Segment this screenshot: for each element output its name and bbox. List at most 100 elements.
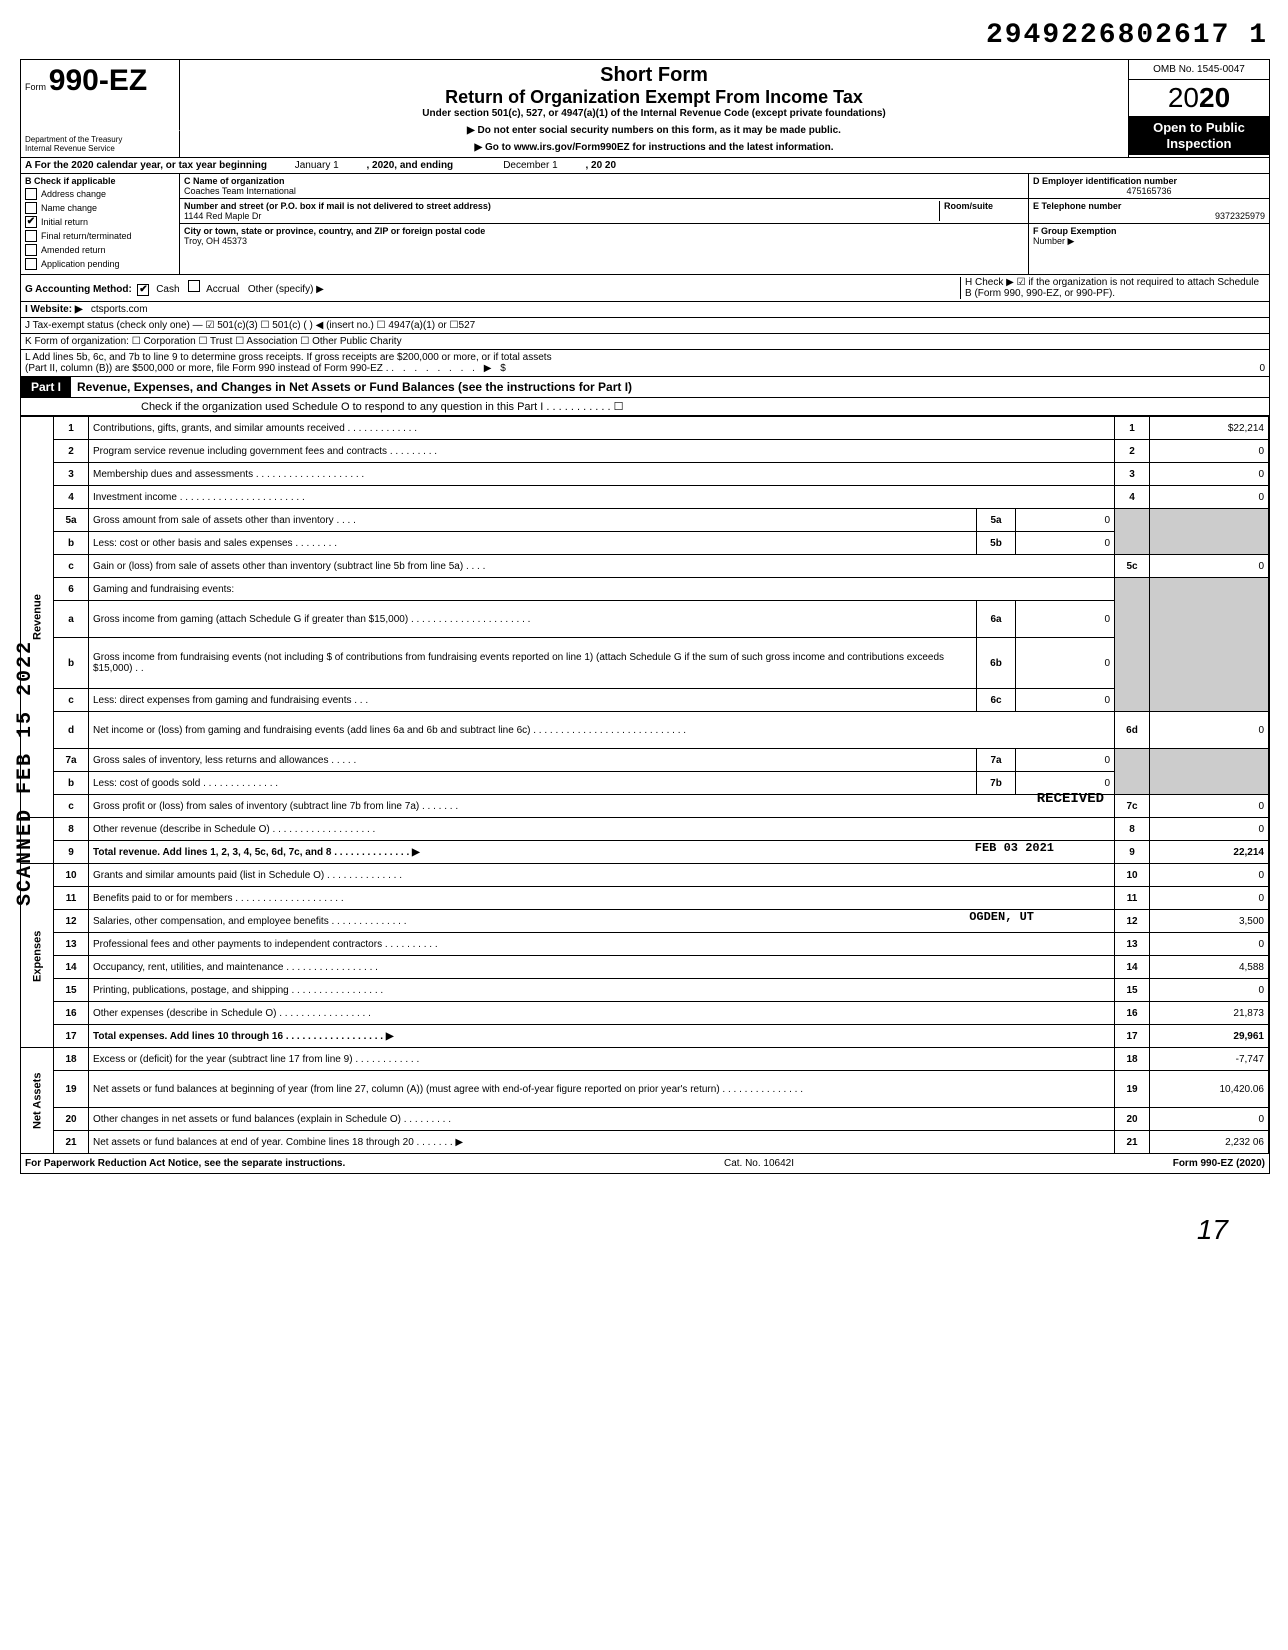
row-20: 20 Other changes in net assets or fund b… — [21, 1108, 1269, 1131]
ln: 5a — [54, 509, 89, 532]
received-loc-stamp: OGDEN, UT — [969, 910, 1034, 924]
street-label: Number and street (or P.O. box if mail i… — [184, 201, 491, 211]
cb-pending[interactable]: Application pending — [25, 258, 175, 270]
ln: 9 — [54, 841, 89, 864]
year-pre: 20 — [1168, 82, 1199, 113]
g-accrual: Accrual — [206, 284, 239, 295]
ln: 14 — [54, 956, 89, 979]
year-bold: 20 — [1199, 82, 1230, 113]
line-a-text: A For the 2020 calendar year, or tax yea… — [25, 160, 267, 171]
shaded — [1115, 749, 1150, 795]
g-label: G Accounting Method: — [25, 284, 132, 295]
ln: 21 — [54, 1131, 89, 1154]
desc-9: Total revenue. Add lines 1, 2, 3, 4, 5c,… — [89, 841, 1115, 864]
rn: 7c — [1115, 795, 1150, 818]
desc: Less: cost of goods sold . . . . . . . .… — [89, 772, 977, 795]
tel-label: E Telephone number — [1033, 201, 1121, 211]
row-15: 15 Printing, publications, postage, and … — [21, 979, 1269, 1002]
side-revenue: Revenue — [21, 417, 54, 818]
cb-accrual[interactable] — [188, 280, 200, 292]
ln: b — [54, 532, 89, 555]
rn: 12 — [1115, 910, 1150, 933]
desc: Other expenses (describe in Schedule O) … — [89, 1002, 1115, 1025]
cb-amended[interactable]: Amended return — [25, 244, 175, 256]
part1-header: Part I Revenue, Expenses, and Changes in… — [21, 376, 1269, 398]
rn: 10 — [1115, 864, 1150, 887]
line-h: H Check ▶ ☑ if the organization is not r… — [965, 277, 1259, 299]
suffix: , 20 20 — [585, 160, 616, 171]
desc: Program service revenue including govern… — [89, 440, 1115, 463]
amt: 0 — [1150, 486, 1269, 509]
cb-name-change[interactable]: Name change — [25, 202, 175, 214]
rn: 11 — [1115, 887, 1150, 910]
tel-block: E Telephone number 9372325979 — [1029, 199, 1269, 224]
ln: 13 — [54, 933, 89, 956]
cb-label: Amended return — [41, 245, 106, 255]
ln: d — [54, 712, 89, 749]
desc: Total expenses. Add lines 10 through 16 … — [89, 1025, 1115, 1048]
mid: 6c — [977, 689, 1016, 712]
midamt: 0 — [1016, 749, 1115, 772]
row-7c: c Gross profit or (loss) from sales of i… — [21, 795, 1269, 818]
side-blank — [21, 818, 54, 864]
l1: L Add lines 5b, 6c, and 7b to line 9 to … — [25, 352, 1265, 363]
footer-left: For Paperwork Reduction Act Notice, see … — [25, 1158, 345, 1169]
rn: 20 — [1115, 1108, 1150, 1131]
street: 1144 Red Maple Dr — [184, 211, 261, 221]
row-18: Net Assets 18 Excess or (deficit) for th… — [21, 1048, 1269, 1071]
form-number: 990-EZ — [49, 64, 147, 97]
ln: 8 — [54, 818, 89, 841]
ln: c — [54, 555, 89, 578]
omb-cell: OMB No. 1545-0047 2020 Open to Public In… — [1129, 60, 1269, 157]
i-label: I Website: ▶ — [25, 304, 83, 315]
rn: 5c — [1115, 555, 1150, 578]
form-id: Form 990-EZ — [21, 60, 180, 130]
desc: Net assets or fund balances at end of ye… — [89, 1131, 1115, 1154]
amt: 2,232 06 — [1150, 1131, 1269, 1154]
form-word: Form — [25, 82, 46, 92]
financial-table: Revenue 1 Contributions, gifts, grants, … — [21, 416, 1269, 1154]
row-4: 4 Investment income . . . . . . . . . . … — [21, 486, 1269, 509]
part1-sub: Check if the organization used Schedule … — [21, 398, 1269, 416]
cb-initial-return[interactable]: ✔Initial return — [25, 216, 175, 228]
bcd-grid: B Check if applicable Address change Nam… — [21, 174, 1269, 275]
g-cash: Cash — [156, 284, 179, 295]
col-c: C Name of organization Coaches Team Inte… — [180, 174, 1029, 274]
desc: Membership dues and assessments . . . . … — [89, 463, 1115, 486]
ln: 12 — [54, 910, 89, 933]
midamt: 0 — [1016, 509, 1115, 532]
group-label: F Group Exemption — [1033, 226, 1117, 236]
page-number: 17 — [20, 1214, 1268, 1246]
desc: Gross income from fundraising events (no… — [89, 638, 977, 689]
l-dots: . . . . . . . . ▶ $ — [391, 363, 508, 374]
amt: 0 — [1150, 818, 1269, 841]
line-a: A For the 2020 calendar year, or tax yea… — [21, 158, 1269, 174]
cb-address-change[interactable]: Address change — [25, 188, 175, 200]
cb-cash[interactable]: ✔ — [137, 284, 149, 296]
l-amt: 0 — [1259, 363, 1265, 374]
street-block: Number and street (or P.O. box if mail i… — [180, 199, 1028, 224]
col-b: B Check if applicable Address change Nam… — [21, 174, 180, 274]
part1-label: Part I — [21, 377, 71, 397]
footer-mid: Cat. No. 10642I — [724, 1158, 794, 1169]
amt: 22,214 — [1150, 841, 1269, 864]
amt: 10,420.06 — [1150, 1071, 1269, 1108]
shaded — [1150, 509, 1269, 555]
city: Troy, OH 45373 — [184, 236, 247, 246]
ln: 7a — [54, 749, 89, 772]
row-1: Revenue 1 Contributions, gifts, grants, … — [21, 417, 1269, 440]
rn: 8 — [1115, 818, 1150, 841]
desc: Total revenue. Add lines 1, 2, 3, 4, 5c,… — [93, 847, 420, 858]
row-6b: b Gross income from fundraising events (… — [21, 638, 1269, 689]
desc: Gross profit or (loss) from sales of inv… — [93, 801, 458, 812]
col-b-title: B Check if applicable — [25, 176, 175, 186]
desc: Gain or (loss) from sale of assets other… — [89, 555, 1115, 578]
l2: (Part II, column (B)) are $500,000 or mo… — [25, 363, 388, 374]
desc: Other changes in net assets or fund bala… — [89, 1108, 1115, 1131]
side-expenses: Expenses — [21, 864, 54, 1048]
mid: , 2020, and ending — [366, 160, 453, 171]
rn: 18 — [1115, 1048, 1150, 1071]
cb-final-return[interactable]: Final return/terminated — [25, 230, 175, 242]
desc: Printing, publications, postage, and shi… — [89, 979, 1115, 1002]
j-text: J Tax-exempt status (check only one) — ☑… — [25, 320, 475, 331]
